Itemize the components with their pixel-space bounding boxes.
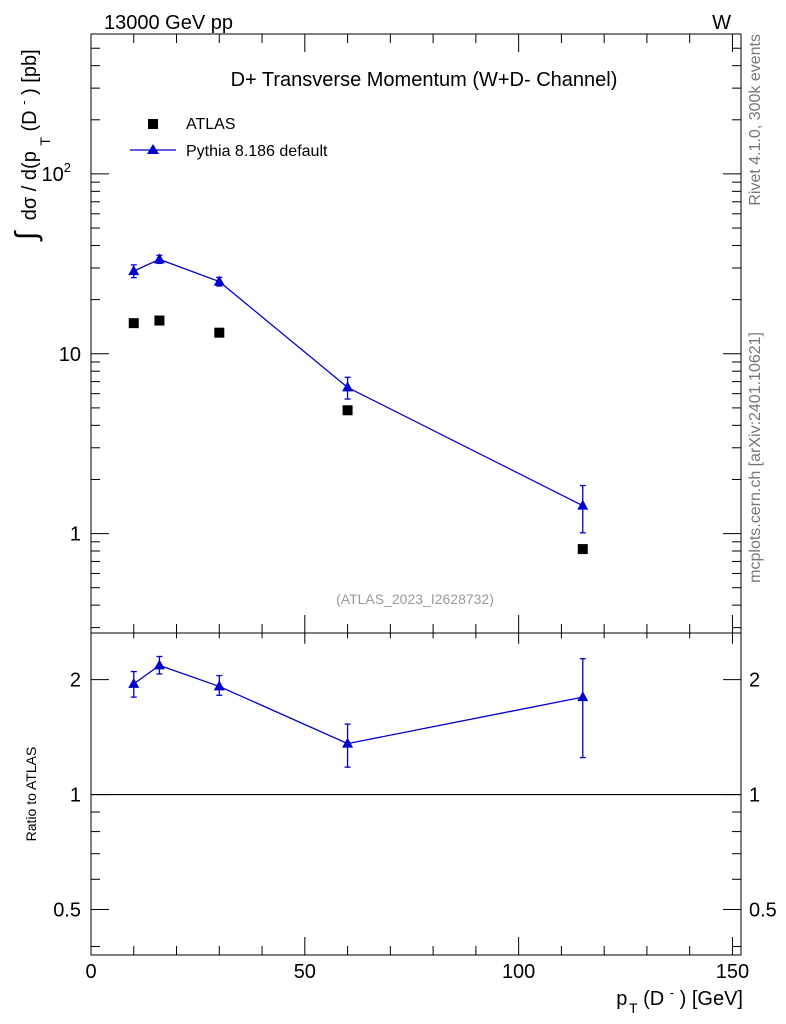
chart-marks: 1 10 102 0 50 100 150 0.5 0.5 1 1 2 2: [42, 33, 777, 983]
ratio-line: [133, 664, 583, 745]
ratio-y-tick-label: 0.5: [53, 899, 81, 921]
integral-sign: ∫: [10, 230, 43, 242]
pythia-point: [128, 265, 140, 276]
atlas-point: [577, 544, 588, 555]
atlas-point: [128, 318, 139, 329]
main-y-tick-label: 1: [70, 524, 81, 546]
legend-atlas-label: ATLAS: [186, 116, 236, 133]
x-tick-label: 150: [716, 961, 749, 983]
analysis-watermark: (ATLAS_2023_I2628732): [336, 591, 494, 607]
svg-text:∫ dσ / d(p T: ∫ dσ / d(p T (D - ) [pb]: [10, 49, 55, 242]
ratio-y-tick-label: 1: [70, 785, 81, 807]
process-label: W: [712, 12, 731, 34]
ratio-y-tick-label-right: 0.5: [749, 899, 777, 921]
atlas-point: [342, 405, 353, 416]
x-tick-label: 0: [85, 961, 96, 983]
pythia-point: [577, 499, 589, 510]
x-tick-label: 100: [502, 961, 535, 983]
pythia-line: [133, 258, 584, 507]
pythia-point: [213, 275, 225, 286]
legend-atlas-marker: [148, 119, 158, 129]
pythia-point: [153, 253, 165, 264]
legend-pythia-label: Pythia 8.186 default: [186, 143, 328, 160]
legend-pythia-marker: [147, 144, 159, 154]
atlas-point: [214, 327, 225, 338]
x-axis-label: p T (D - ) [GeV]: [616, 980, 743, 1018]
ratio-point: [577, 691, 589, 702]
main-plot-title: D+ Transverse Momentum (W+D- Channel): [231, 69, 618, 91]
ratio-point: [153, 659, 165, 670]
ratio-point: [342, 737, 354, 748]
ratio-y-tick-label-right: 1: [749, 785, 760, 807]
ratio-y-axis-label: Ratio to ATLAS: [23, 747, 39, 842]
main-y-tick-label: 102: [42, 160, 71, 186]
ratio-point: [213, 680, 225, 691]
energy-label: 13000 GeV pp: [104, 12, 233, 34]
ratio-y-tick-label: 2: [70, 670, 81, 692]
pythia-point: [342, 381, 354, 392]
atlas-point: [154, 315, 165, 326]
x-tick-label: 50: [294, 961, 316, 983]
ratio-point: [128, 677, 140, 688]
source-label: mcplots.cern.ch [arXiv:2401.10621]: [747, 332, 764, 583]
rivet-version-label: Rivet 4.1.0, 300k events: [747, 34, 764, 206]
main-y-tick-label: 10: [59, 344, 81, 366]
legend: ATLAS Pythia 8.186 default: [130, 116, 328, 160]
main-y-axis-label: ∫ dσ / d(p T (D - ) [pb]: [10, 49, 55, 242]
ratio-y-tick-label-right: 2: [749, 670, 760, 692]
